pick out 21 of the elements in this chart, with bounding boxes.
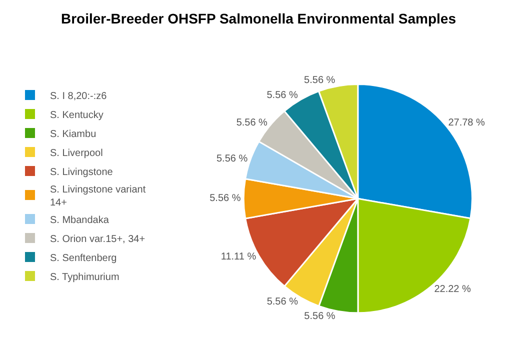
data-label: 5.56 % bbox=[304, 75, 336, 86]
legend-label: S. Livingstone bbox=[50, 166, 114, 178]
data-label: 27.78 % bbox=[448, 117, 486, 128]
data-label: 22.22 % bbox=[434, 284, 471, 295]
legend-label: S. Mbandaka bbox=[50, 214, 110, 226]
data-label: 5.56 % bbox=[216, 153, 248, 164]
legend-label: S. Kiambu bbox=[50, 128, 96, 140]
legend-label: S. Senftenberg bbox=[50, 252, 117, 264]
data-label: 5.56 % bbox=[210, 193, 241, 204]
data-label: 5.56 % bbox=[304, 311, 336, 322]
legend-label: S. Orion var.15+, 34+ bbox=[50, 234, 146, 245]
legend-label: S. Kentucky bbox=[50, 110, 104, 121]
legend-label: S. Liverpool bbox=[50, 148, 103, 159]
legend-label: S. Typhimurium bbox=[50, 272, 120, 283]
chart-title: Broiler-Breeder OHSFP Salmonella Environmental Samples bbox=[61, 10, 456, 26]
data-label: 5.56 % bbox=[266, 296, 298, 308]
legend-label: S. I 8,20:-:z6 bbox=[50, 90, 108, 102]
data-label: 5.56 % bbox=[236, 117, 268, 128]
legend-label: S. Livingstone variant 14+ bbox=[50, 184, 146, 208]
data-label: 11.11 % bbox=[220, 252, 256, 263]
data-label: 5.56 % bbox=[266, 90, 298, 101]
